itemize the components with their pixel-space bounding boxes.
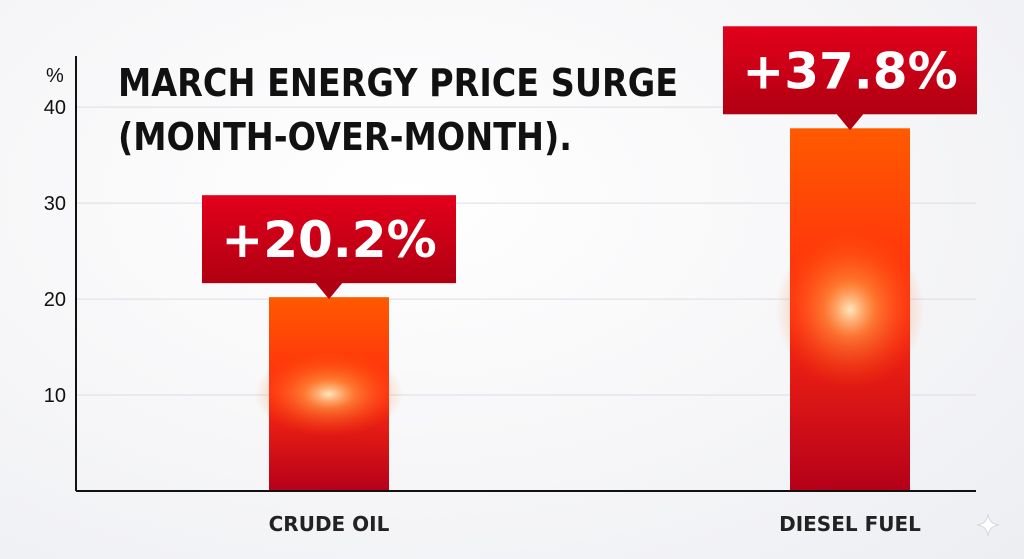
- chart-title-line-1: MARCH ENERGY PRICE SURGE: [118, 61, 679, 105]
- category-label: DIESEL FUEL: [779, 512, 921, 536]
- category-label: CRUDE OIL: [269, 512, 390, 536]
- data-label-box: [202, 195, 456, 284]
- data-label-box: [723, 26, 977, 115]
- y-tick-label: 30: [44, 193, 66, 215]
- data-label-callout: +20.2%: [202, 195, 456, 300]
- chart-title: MARCH ENERGY PRICE SURGE (MONTH-OVER-MON…: [118, 56, 678, 164]
- y-axis-unit-label: %: [46, 65, 64, 87]
- sparkle-icon: [976, 513, 1000, 537]
- y-axis-ticks: % 10 20 30 40: [44, 65, 66, 407]
- data-label-pointer: [315, 282, 343, 300]
- y-tick-label: 20: [44, 289, 66, 311]
- data-label: +37.8%: [742, 42, 957, 100]
- chart-title-line-2: (MONTH-OVER-MONTH).: [118, 115, 573, 159]
- bar-glow: [254, 351, 404, 437]
- data-label: +20.2%: [221, 211, 436, 269]
- data-labels: +20.2% +37.8%: [202, 26, 977, 300]
- bar-glow: [775, 229, 925, 390]
- x-axis-category-labels: CRUDE OIL DIESEL FUEL: [269, 512, 922, 536]
- y-tick-label: 40: [44, 97, 66, 119]
- data-label-pointer: [836, 113, 864, 131]
- bars: [254, 128, 925, 491]
- data-label-callout: +37.8%: [723, 26, 977, 131]
- axes: [75, 56, 976, 492]
- y-tick-label: 10: [44, 385, 66, 407]
